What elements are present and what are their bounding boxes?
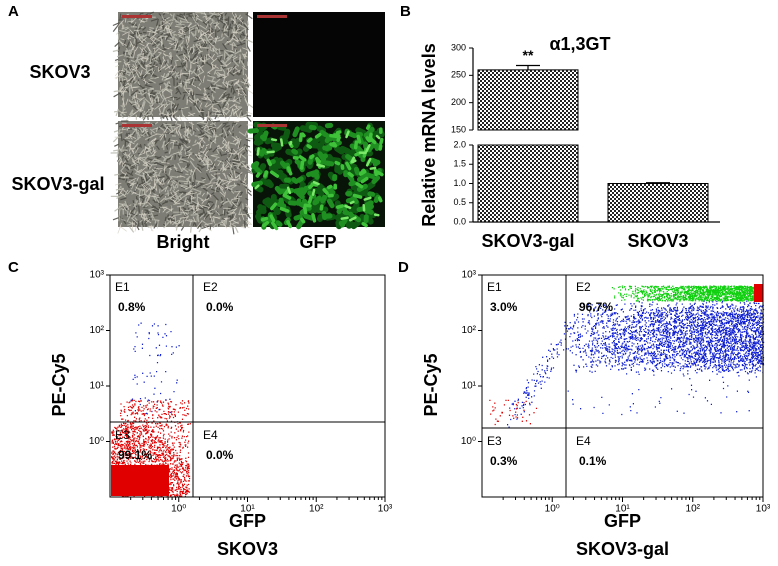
bar-upper — [477, 69, 579, 131]
y-tick-label: 300 — [451, 42, 466, 52]
error-bar — [646, 182, 670, 184]
bar — [607, 183, 709, 223]
micrograph — [110, 120, 255, 235]
x-tick-label: 10⁰ — [545, 504, 560, 515]
quadrant-name: E2 — [203, 280, 218, 294]
cell-texture — [112, 11, 255, 125]
bar-lower — [477, 144, 579, 223]
cell-texture — [114, 12, 256, 125]
y-axis-label: Relative mRNA levels — [419, 43, 439, 226]
x-axis-label: GFP — [229, 511, 266, 531]
quadrant-name: E1 — [115, 280, 130, 294]
x-tick-label: 10¹ — [240, 504, 255, 515]
x-tick-label: 10³ — [756, 504, 771, 515]
x-tick-label: 10² — [309, 504, 324, 515]
scale-bar — [122, 124, 152, 127]
event-dense — [754, 284, 763, 302]
panel-label: B — [400, 3, 411, 20]
event-cloud — [130, 322, 180, 415]
scale-bar — [122, 15, 152, 18]
quadrant-percent: 0.1% — [579, 454, 607, 468]
quadrant-percent: 0.0% — [206, 448, 234, 462]
y-tick-label: 0.0 — [453, 216, 466, 226]
quadrant-percent: 0.0% — [206, 300, 234, 314]
y-tick-label: 1.5 — [453, 159, 466, 169]
subtitle: SKOV3 — [217, 539, 278, 559]
y-tick-label: 1.0 — [453, 178, 466, 188]
micrograph — [253, 12, 385, 117]
panel-label: D — [398, 259, 409, 276]
x-axis-label: GFP — [604, 511, 641, 531]
micrograph-bg — [253, 12, 385, 117]
y-tick-label: 10⁰ — [89, 436, 104, 447]
event-cloud — [567, 359, 757, 416]
x-tick-label: 10¹ — [615, 504, 630, 515]
quadrant-percent: 96.7% — [579, 300, 613, 314]
quadrant-name: E1 — [487, 280, 502, 294]
x-tick-label: 10⁰ — [171, 504, 186, 515]
row-label: SKOV3 — [29, 62, 90, 82]
event-cloud — [507, 321, 575, 428]
y-tick-label: 10³ — [90, 270, 105, 281]
column-label: Bright — [157, 232, 210, 252]
subtitle: SKOV3-gal — [576, 539, 669, 559]
micrograph — [112, 11, 256, 125]
y-tick-label: 0.5 — [453, 197, 466, 207]
y-tick-label: 10³ — [462, 270, 477, 281]
event-cloud — [489, 399, 538, 426]
x-tick-label: SKOV3 — [627, 231, 688, 251]
y-tick-label: 150 — [451, 124, 466, 134]
panel-label: C — [8, 259, 19, 276]
quadrant-name: E4 — [576, 434, 591, 448]
quadrant-name: E2 — [576, 280, 591, 294]
y-axis-label: PE-Cy5 — [49, 353, 69, 416]
scale-bar — [257, 15, 287, 18]
y-tick-label: 10² — [90, 325, 105, 336]
x-tick-label: SKOV3-gal — [481, 231, 574, 251]
quadrant-name: E3 — [115, 428, 130, 442]
y-tick-label: 10¹ — [462, 381, 477, 392]
y-axis-label: PE-Cy5 — [421, 353, 441, 416]
y-tick-label: 10² — [462, 325, 477, 336]
y-tick-label: 200 — [451, 97, 466, 107]
x-tick-label: 10² — [686, 504, 701, 515]
panel-label: A — [8, 3, 19, 20]
error-bar — [516, 64, 540, 70]
quadrant-percent: 0.8% — [118, 300, 146, 314]
scale-bar — [257, 124, 287, 127]
quadrant-percent: 99.1% — [118, 448, 152, 462]
event-cloud — [611, 285, 757, 302]
y-tick-label: 250 — [451, 70, 466, 80]
column-label: GFP — [299, 232, 336, 252]
quadrant-name: E3 — [487, 434, 502, 448]
plot-frame — [109, 274, 386, 498]
significance: ** — [523, 47, 534, 63]
row-label: SKOV3-gal — [11, 174, 104, 194]
cell-texture — [114, 120, 254, 234]
x-tick-label: 10³ — [378, 504, 393, 515]
quadrant-name: E4 — [203, 428, 218, 442]
event-cloud — [566, 300, 765, 376]
y-tick-label: 2.0 — [453, 139, 466, 149]
chart-title: α1,3GT — [549, 34, 610, 54]
gfp-texture — [254, 130, 381, 222]
micrograph — [247, 121, 385, 231]
cell-texture — [110, 120, 255, 233]
quadrant-percent: 0.3% — [490, 454, 518, 468]
y-tick-label: 10¹ — [90, 381, 105, 392]
quadrant-percent: 3.0% — [490, 300, 518, 314]
y-tick-label: 10⁰ — [461, 436, 476, 447]
